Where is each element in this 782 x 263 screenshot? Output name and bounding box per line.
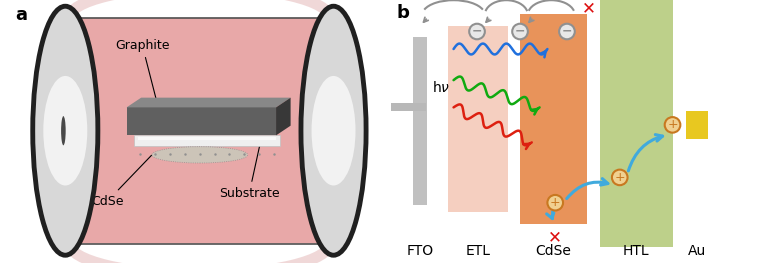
Text: CdSe: CdSe <box>91 155 152 208</box>
Text: +: + <box>615 170 625 184</box>
Text: Graphite: Graphite <box>115 39 170 101</box>
Circle shape <box>469 24 485 39</box>
FancyBboxPatch shape <box>138 137 276 140</box>
Circle shape <box>665 117 680 133</box>
Text: b: b <box>397 4 410 22</box>
Circle shape <box>547 195 563 210</box>
Text: Au: Au <box>688 244 706 258</box>
FancyBboxPatch shape <box>135 135 280 146</box>
Text: Substrate: Substrate <box>219 144 279 200</box>
FancyBboxPatch shape <box>413 37 428 205</box>
Circle shape <box>612 170 628 185</box>
Text: −: − <box>515 25 526 38</box>
FancyBboxPatch shape <box>69 18 330 244</box>
Text: ✕: ✕ <box>582 0 595 17</box>
Ellipse shape <box>33 6 98 255</box>
Text: −: − <box>472 25 482 38</box>
Text: +: + <box>550 196 561 209</box>
Text: FTO: FTO <box>407 244 433 258</box>
FancyBboxPatch shape <box>447 26 508 213</box>
Text: ✕: ✕ <box>548 229 562 247</box>
Ellipse shape <box>301 6 366 255</box>
FancyBboxPatch shape <box>520 14 586 224</box>
FancyBboxPatch shape <box>391 103 426 111</box>
Circle shape <box>512 24 528 39</box>
Polygon shape <box>127 98 291 107</box>
Ellipse shape <box>152 147 248 163</box>
Ellipse shape <box>43 76 88 185</box>
Text: +: + <box>667 118 678 131</box>
Text: CdSe: CdSe <box>536 244 571 258</box>
Text: HTL: HTL <box>623 244 650 258</box>
Text: −: − <box>561 25 572 38</box>
Text: ETL: ETL <box>465 244 490 258</box>
Ellipse shape <box>61 116 66 145</box>
Text: h$\nu$: h$\nu$ <box>432 80 450 95</box>
FancyBboxPatch shape <box>127 107 276 135</box>
FancyBboxPatch shape <box>601 0 673 247</box>
Ellipse shape <box>311 76 356 185</box>
FancyBboxPatch shape <box>687 111 708 139</box>
Circle shape <box>559 24 575 39</box>
Text: a: a <box>16 6 27 24</box>
Polygon shape <box>276 98 291 135</box>
